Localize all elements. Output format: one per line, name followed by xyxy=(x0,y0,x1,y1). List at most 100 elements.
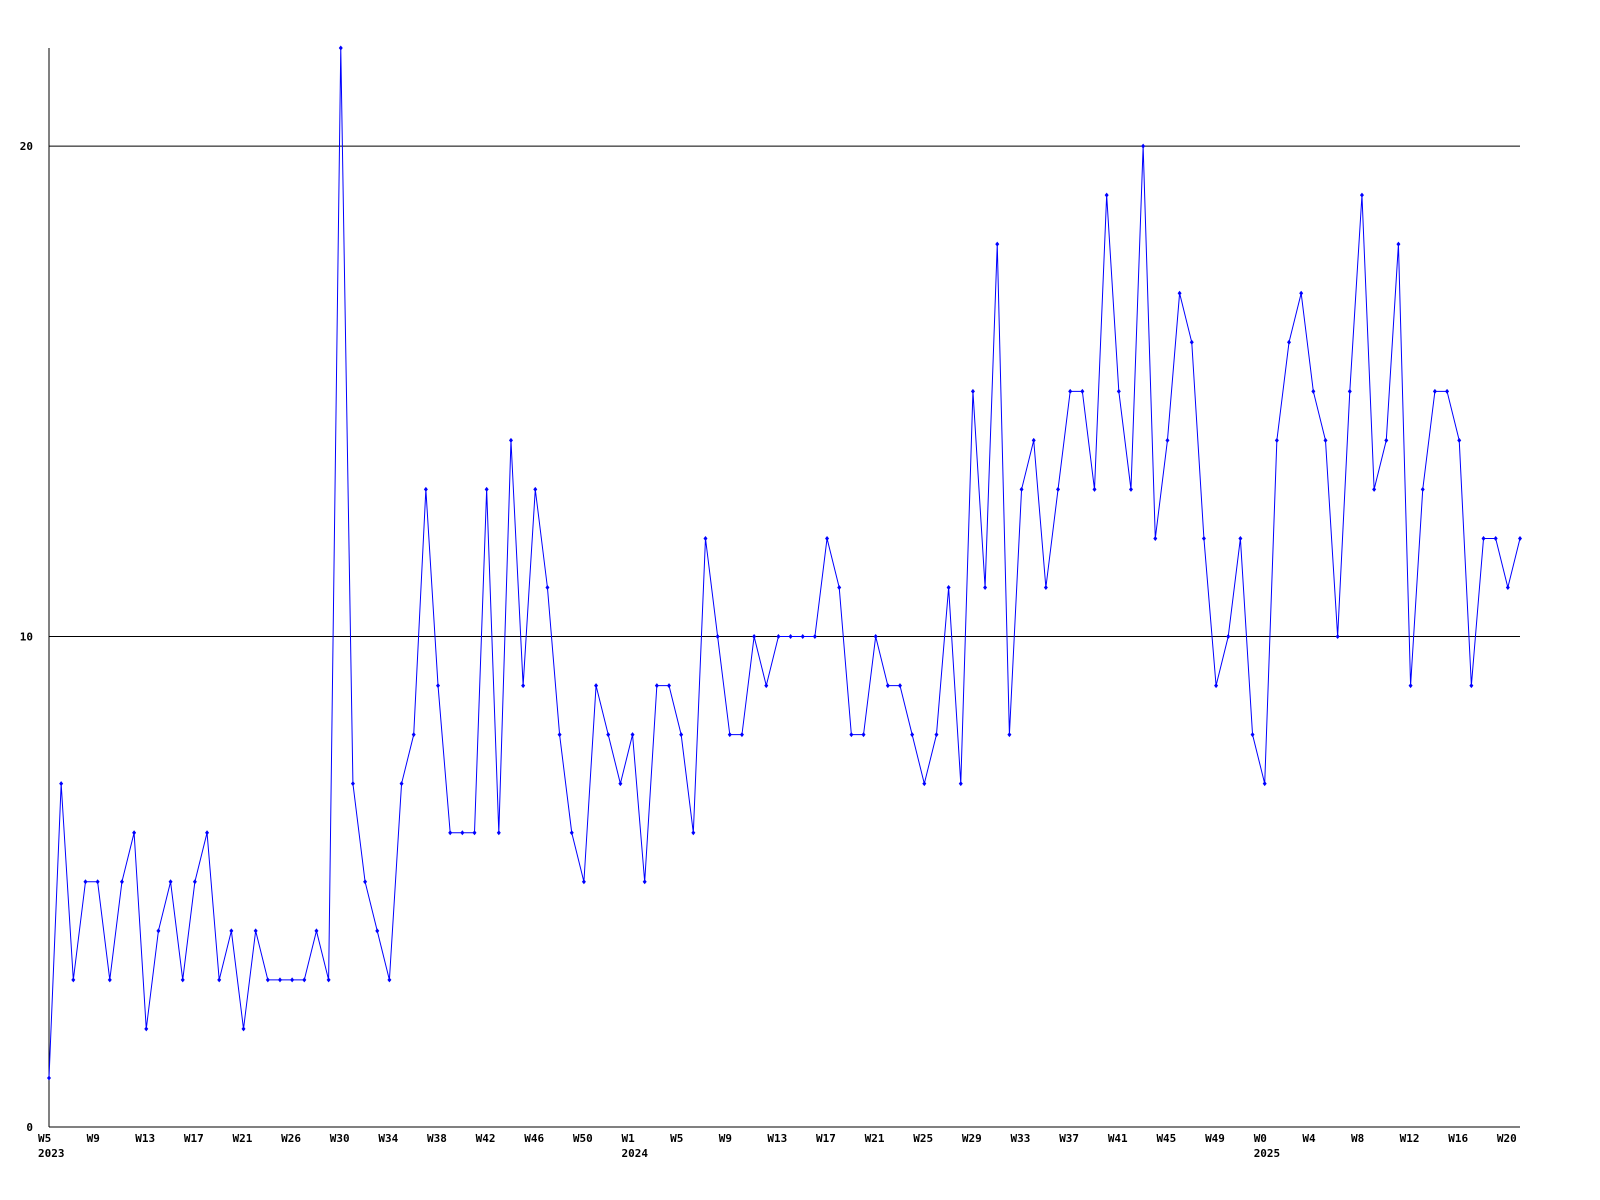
point xyxy=(229,928,234,934)
point xyxy=(1214,683,1219,689)
point xyxy=(983,585,988,590)
point xyxy=(83,879,88,885)
point xyxy=(192,879,197,885)
x-tick-label: W25 xyxy=(913,1132,933,1145)
point xyxy=(594,683,599,689)
x-tick-label: W38 xyxy=(427,1132,447,1145)
point xyxy=(800,634,805,640)
point xyxy=(472,830,477,836)
point xyxy=(253,928,258,934)
point xyxy=(922,781,927,787)
point xyxy=(1262,781,1267,787)
point xyxy=(411,732,416,738)
point xyxy=(180,977,185,983)
point xyxy=(1056,486,1061,492)
point xyxy=(630,732,635,738)
point xyxy=(727,732,732,738)
point xyxy=(363,879,368,885)
x-tick-label: W21 xyxy=(865,1132,885,1145)
point xyxy=(217,977,222,983)
line xyxy=(48,47,1521,1078)
point xyxy=(205,830,210,836)
point xyxy=(1141,143,1146,149)
x-tick-label: W9 xyxy=(719,1132,732,1145)
point xyxy=(168,879,173,885)
x-tick-label: W34 xyxy=(378,1132,398,1145)
x-tick-label: W29 xyxy=(962,1132,982,1145)
point xyxy=(1347,388,1352,394)
point xyxy=(654,683,659,689)
point xyxy=(326,977,331,983)
point xyxy=(399,781,404,787)
point xyxy=(1031,437,1036,443)
point xyxy=(910,732,915,738)
point xyxy=(715,634,720,640)
point xyxy=(691,830,696,836)
point xyxy=(119,879,124,885)
x-tick-label: W50 xyxy=(573,1132,593,1145)
x-tick-label: W37 xyxy=(1059,1132,1079,1145)
point xyxy=(752,634,757,640)
point xyxy=(1043,585,1048,590)
point xyxy=(448,830,453,836)
x-year-label: 2023 xyxy=(38,1147,65,1160)
point xyxy=(958,781,963,787)
point xyxy=(1384,437,1389,443)
point xyxy=(338,45,343,51)
point xyxy=(703,535,708,541)
x-tick-label: W45 xyxy=(1156,1132,1176,1145)
point xyxy=(1432,388,1437,394)
point xyxy=(95,879,100,885)
x-tick-label: W17 xyxy=(184,1132,204,1145)
point xyxy=(1469,683,1474,689)
point xyxy=(667,683,672,689)
x-year-label: 2025 xyxy=(1254,1147,1281,1160)
point xyxy=(1287,339,1292,345)
point xyxy=(1311,388,1316,394)
point xyxy=(1408,683,1413,689)
point xyxy=(496,830,501,836)
x-tick-label: W13 xyxy=(135,1132,155,1145)
x-tick-label: W41 xyxy=(1108,1132,1128,1145)
point xyxy=(375,928,380,934)
point xyxy=(788,634,793,640)
point xyxy=(1299,290,1304,296)
point xyxy=(350,781,355,787)
point xyxy=(861,732,866,738)
point xyxy=(569,830,574,836)
point xyxy=(1104,192,1109,198)
x-tick-label: W12 xyxy=(1400,1132,1420,1145)
point xyxy=(1372,486,1377,492)
point xyxy=(825,535,830,541)
point xyxy=(764,683,769,689)
point xyxy=(1323,437,1328,443)
x-tick-label: W5 xyxy=(670,1132,683,1145)
x-tick-label: W0 xyxy=(1254,1132,1267,1145)
point xyxy=(241,1026,246,1032)
x-tick-label: W20 xyxy=(1497,1132,1517,1145)
point xyxy=(1128,486,1133,492)
x-tick-label: W13 xyxy=(767,1132,787,1145)
point xyxy=(1116,388,1121,394)
x-tick-label: W9 xyxy=(87,1132,100,1145)
x-tick-label: W17 xyxy=(816,1132,836,1145)
point xyxy=(581,879,586,885)
point xyxy=(739,732,744,738)
point xyxy=(1481,535,1486,541)
point xyxy=(132,830,137,836)
point xyxy=(1250,732,1255,738)
point xyxy=(387,977,392,983)
point xyxy=(1238,535,1243,541)
point xyxy=(290,977,295,983)
point xyxy=(1007,732,1012,738)
point xyxy=(277,977,282,983)
point xyxy=(946,585,951,590)
point xyxy=(837,585,842,590)
x-tick-label: W4 xyxy=(1302,1132,1316,1145)
point xyxy=(1177,290,1182,296)
point xyxy=(1165,437,1170,443)
point xyxy=(885,683,890,689)
point xyxy=(934,732,939,738)
point xyxy=(1153,535,1158,541)
